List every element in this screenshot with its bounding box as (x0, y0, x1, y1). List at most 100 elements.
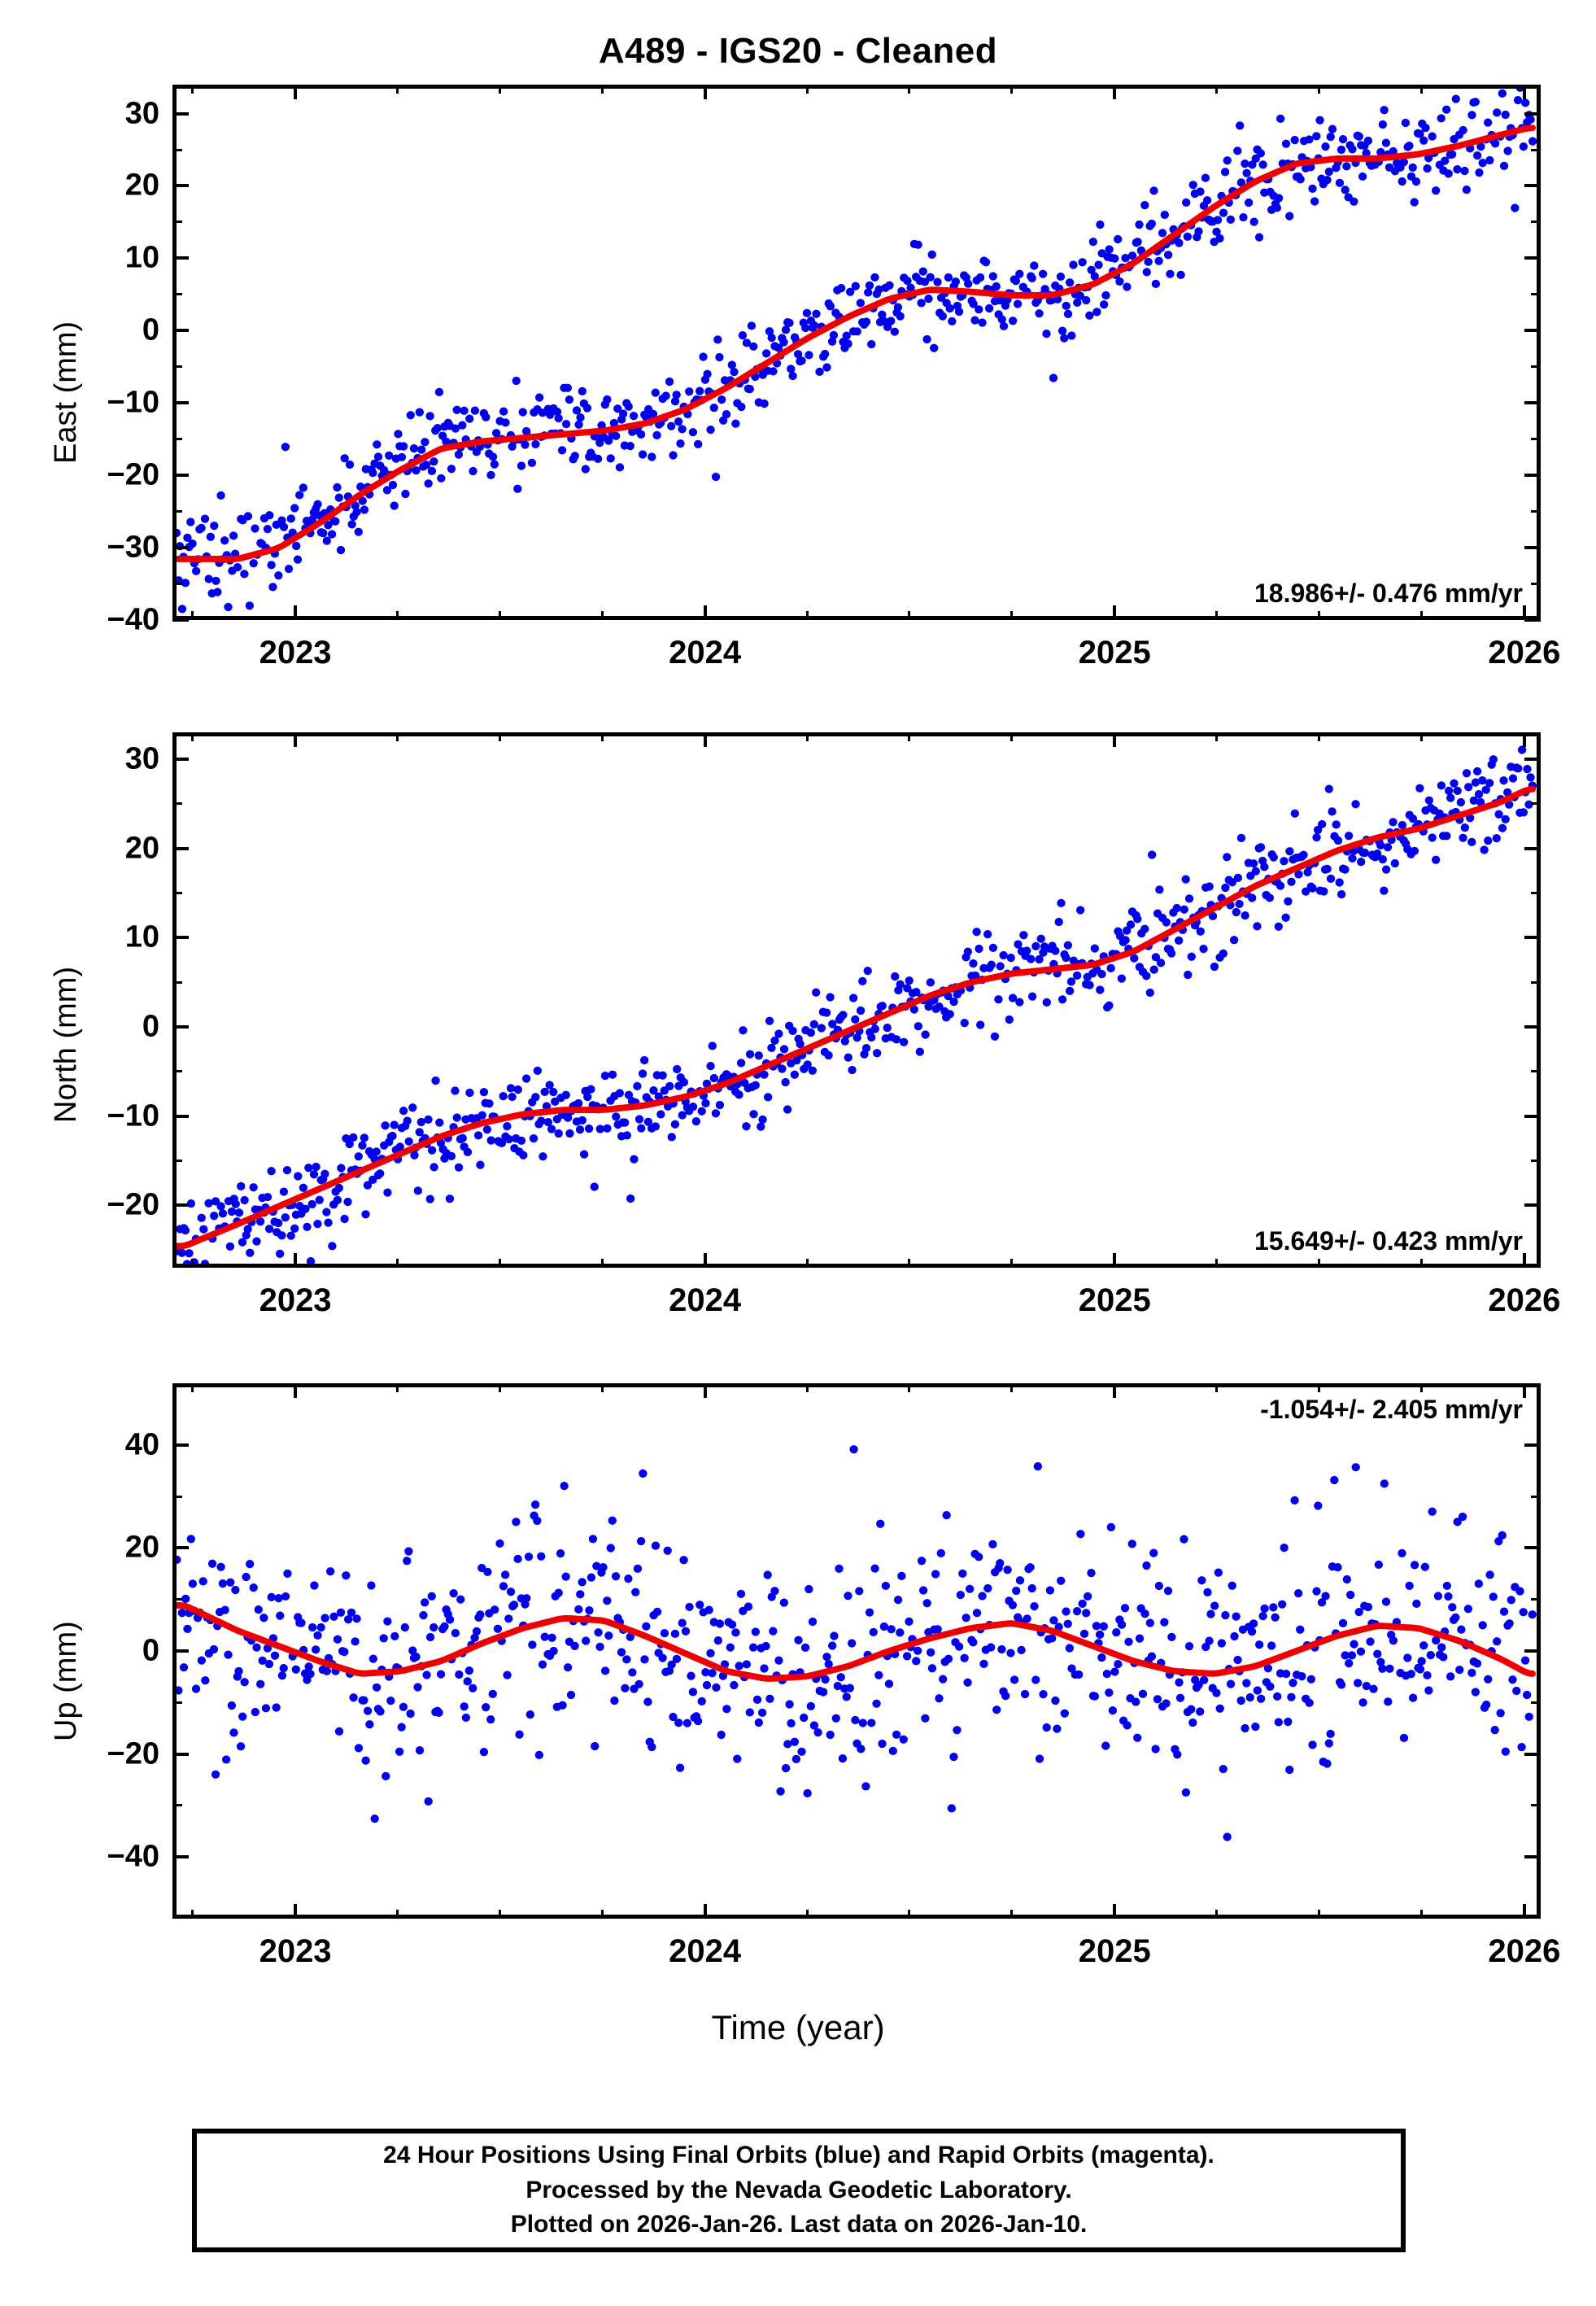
x-tick-mark (1522, 732, 1526, 747)
y-tick-mark-minor (1531, 510, 1541, 513)
series-plot-up (177, 1445, 1537, 1841)
x-tick-mark-minor (805, 85, 809, 94)
x-tick-mark-minor (498, 1910, 501, 1919)
y-tick-mark (1524, 1024, 1541, 1029)
x-tick-mark-minor (191, 611, 194, 620)
y-tick-mark-minor (1531, 365, 1541, 369)
x-tick-mark (1522, 1253, 1526, 1268)
x-tick-mark-minor (395, 1383, 399, 1392)
y-tick-mark (172, 846, 189, 850)
y-tick-mark-minor (172, 1804, 182, 1807)
y-tick-mark-minor (1531, 891, 1541, 894)
y-tick-label: −40 (107, 1839, 159, 1874)
x-tick-mark-minor (1419, 1383, 1423, 1392)
y-tick-mark-minor (172, 891, 182, 894)
x-tick-mark (1113, 85, 1117, 99)
y-tick-mark (1524, 936, 1541, 940)
y-tick-mark (1524, 474, 1541, 478)
x-tick-mark-minor (191, 732, 194, 741)
caption-box: 24 Hour Positions Using Final Orbits (bl… (192, 2129, 1406, 2252)
page-title: A489 - IGS20 - Cleaned (598, 31, 998, 71)
y-tick-mark (172, 256, 189, 260)
x-tick-mark-minor (1215, 611, 1219, 620)
y-tick-mark-minor (172, 1495, 182, 1498)
rate-annotation-up: -1.054+/- 2.405 mm/yr (1260, 1395, 1523, 1424)
x-tick-mark-minor (1215, 1259, 1219, 1268)
x-tick-mark-minor (395, 732, 399, 741)
y-tick-mark (172, 1114, 189, 1118)
y-tick-mark-minor (172, 1070, 182, 1073)
x-tick-mark-minor (1010, 1910, 1014, 1919)
rate-annotation-east: 18.986+/- 0.476 mm/yr (1254, 579, 1523, 608)
y-tick-label: 10 (124, 919, 159, 954)
y-tick-label: 40 (124, 1427, 159, 1462)
x-tick-mark-minor (805, 1259, 809, 1268)
caption-line-2: Processed by the Nevada Geodetic Laborat… (525, 2176, 1072, 2203)
x-tick-mark (703, 85, 707, 99)
x-tick-label: 2024 (669, 1282, 742, 1318)
y-tick-label: −10 (107, 1098, 159, 1133)
y-tick-mark (1524, 1546, 1541, 1550)
y-tick-label: −20 (107, 1736, 159, 1771)
x-tick-mark (294, 1383, 298, 1398)
x-tick-mark-minor (908, 1259, 911, 1268)
y-tick-mark (1524, 546, 1541, 550)
y-tick-mark-minor (172, 583, 182, 586)
x-tick-mark (294, 605, 298, 620)
x-tick-mark (1113, 1904, 1117, 1919)
y-tick-mark (172, 1649, 189, 1653)
x-tick-mark-minor (1010, 1259, 1014, 1268)
plot-panel-north: 15.649+/- 0.423 mm/yr 30 20 10 0 −10 −20 2023 2… (107, 732, 1560, 1318)
y-tick-label: −30 (107, 530, 159, 565)
x-tick-mark-minor (1318, 611, 1321, 620)
y-tick-mark (1524, 256, 1541, 260)
x-tick-mark-minor (805, 611, 809, 620)
y-tick-mark-minor (172, 293, 182, 296)
y-tick-mark (1524, 329, 1541, 333)
y-tick-label: −10 (107, 385, 159, 420)
y-tick-mark (172, 936, 189, 940)
x-tick-mark-minor (600, 85, 604, 94)
y-tick-mark-minor (1531, 1070, 1541, 1073)
x-tick-mark-minor (1318, 732, 1321, 741)
y-tick-mark (172, 1443, 189, 1447)
y-tick-mark-minor (172, 221, 182, 224)
x-tick-label: 2024 (669, 635, 742, 670)
x-tick-mark (294, 1253, 298, 1268)
y-tick-label: −20 (107, 1187, 159, 1222)
y-tick-mark-minor (1531, 802, 1541, 806)
x-tick-label: 2023 (259, 1933, 332, 1969)
y-tick-mark-minor (172, 802, 182, 806)
x-tick-mark-minor (498, 1383, 501, 1392)
x-tick-mark-minor (1318, 1259, 1321, 1268)
x-tick-mark-minor (1215, 85, 1219, 94)
y-tick-mark (172, 1855, 189, 1859)
x-tick-mark-minor (600, 1910, 604, 1919)
y-tick-mark (1524, 1752, 1541, 1756)
y-tick-mark-minor (1531, 980, 1541, 984)
rate-annotation-north: 15.649+/- 0.423 mm/yr (1254, 1226, 1523, 1256)
x-tick-mark-minor (498, 732, 501, 741)
y-tick-mark (1524, 1649, 1541, 1653)
y-tick-label: 10 (124, 240, 159, 275)
y-tick-mark (1524, 618, 1541, 622)
x-tick-mark-minor (395, 1259, 399, 1268)
y-tick-label: −20 (107, 457, 159, 492)
x-tick-mark-minor (1318, 1910, 1321, 1919)
plot-panel-east: 18.986+/- 0.476 mm/yr 30 20 10 0 −10 −20 −30 −4… (107, 85, 1560, 670)
x-tick-mark (1113, 605, 1117, 620)
x-tick-mark-minor (1010, 85, 1014, 94)
x-tick-mark-minor (1010, 732, 1014, 741)
x-tick-mark-minor (908, 611, 911, 620)
y-tick-mark (1524, 1203, 1541, 1208)
x-tick-mark (294, 732, 298, 747)
x-tick-mark-minor (600, 1383, 604, 1392)
x-tick-mark-minor (908, 1383, 911, 1392)
y-tick-mark (172, 618, 189, 622)
x-tick-mark-minor (1010, 611, 1014, 620)
x-tick-mark-minor (1215, 1910, 1219, 1919)
x-tick-label: 2025 (1078, 1933, 1151, 1969)
y-tick-mark-minor (1531, 148, 1541, 151)
y-tick-mark (172, 757, 189, 761)
y-tick-mark (172, 1752, 189, 1756)
